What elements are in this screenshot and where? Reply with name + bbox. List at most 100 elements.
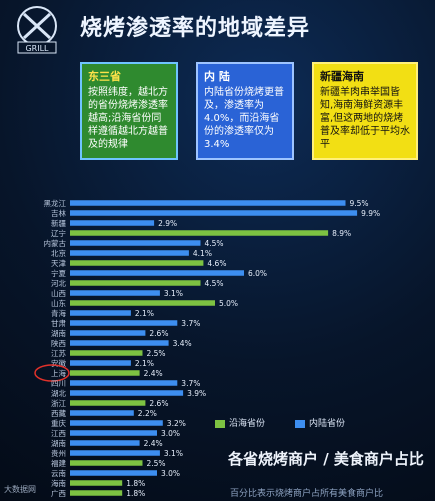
data-label: 2.1% — [135, 309, 154, 318]
legend-swatch-inland — [295, 419, 305, 428]
bar — [70, 460, 143, 466]
data-label: 9.5% — [350, 199, 369, 208]
y-tick-label: 湖南 — [51, 328, 66, 338]
panel-body: 内陆省份烧烤更普及，渗透率为4.0%，而沿海省份的渗透率仅为3.4% — [204, 87, 284, 150]
bar — [70, 370, 140, 376]
data-label: 5.0% — [219, 299, 238, 308]
data-label: 3.7% — [181, 319, 200, 328]
bar — [70, 240, 201, 246]
y-tick-label: 贵州 — [51, 448, 66, 458]
y-tick-label: 陕西 — [51, 338, 66, 348]
data-label: 3.9% — [187, 389, 206, 398]
y-tick-label: 湖北 — [51, 389, 66, 398]
y-tick-label: 内蒙古 — [44, 238, 67, 248]
data-label: 4.1% — [193, 249, 212, 258]
bar — [70, 260, 204, 266]
bar — [70, 420, 163, 426]
y-tick-label: 福建 — [51, 458, 66, 468]
y-tick-label: 江苏 — [51, 348, 66, 358]
panel-title: 东三省 — [88, 70, 121, 83]
bar — [70, 400, 146, 406]
panel-title: 内 陆 — [204, 70, 230, 83]
bar — [70, 200, 346, 206]
data-label: 2.5% — [147, 459, 166, 468]
bar — [70, 470, 157, 476]
y-tick-label: 江西 — [51, 429, 66, 438]
bar — [70, 380, 178, 386]
bar — [70, 230, 329, 236]
bar — [70, 350, 143, 356]
y-tick-label: 甘肃 — [51, 318, 66, 328]
legend-label-inland: 内陆省份 — [309, 419, 346, 429]
bar — [70, 310, 131, 316]
data-label: 2.2% — [138, 409, 157, 418]
data-label: 2.6% — [149, 329, 168, 338]
bar — [70, 450, 160, 456]
bar — [70, 440, 140, 446]
grill-logo: GRILL — [17, 6, 57, 54]
y-tick-label: 山西 — [51, 288, 66, 298]
y-tick-label: 天津 — [51, 259, 66, 268]
y-tick-label: 湖南 — [51, 438, 66, 448]
y-tick-label: 青海 — [51, 308, 66, 318]
y-tick-label: 北京 — [51, 248, 66, 258]
panel-northeast: 东三省 按照纬度，越北方的省份烧烤渗透率越高;沿海省份同样遵循越北方越普及的规律 — [80, 62, 178, 160]
data-label: 3.1% — [164, 449, 183, 458]
data-label: 2.1% — [135, 359, 154, 368]
data-label: 9.9% — [361, 209, 380, 218]
y-tick-label: 重庆 — [51, 418, 66, 428]
y-tick-label: 安徽 — [51, 358, 66, 368]
y-tick-label: 宁夏 — [51, 268, 66, 278]
legend-item-inland: 内陆省份 — [295, 416, 346, 429]
highlight-circle — [34, 364, 70, 382]
legend-item-coastal: 沿海省份 — [215, 416, 266, 429]
bar — [70, 300, 215, 306]
bar — [70, 480, 123, 486]
data-label: 2.4% — [144, 439, 163, 448]
data-label: 2.9% — [158, 219, 177, 228]
legend-swatch-coastal — [215, 419, 225, 428]
data-label: 8.9% — [332, 229, 351, 238]
panel-xinjiang-hainan: 新疆海南 新疆羊肉串举国皆知,海南海鲜资源丰富,但这两地的烧烤普及率却低于平均水… — [312, 62, 418, 160]
bar — [70, 290, 160, 296]
legend-label-coastal: 沿海省份 — [229, 419, 266, 429]
data-label: 3.2% — [167, 419, 186, 428]
panel-inland: 内 陆 内陆省份烧烤更普及，渗透率为4.0%，而沿海省份的渗透率仅为3.4% — [196, 62, 294, 160]
chart-subcaption: 百分比表示烧烤商户占所有美食商户比 — [230, 489, 384, 499]
y-tick-label: 河北 — [51, 279, 66, 288]
data-label: 4.6% — [207, 259, 226, 268]
y-tick-label: 山东 — [51, 298, 66, 308]
y-tick-label: 上海 — [51, 368, 66, 378]
bar — [70, 490, 123, 496]
bar — [70, 330, 146, 336]
logo-text: GRILL — [25, 44, 49, 53]
bar — [70, 430, 157, 436]
bar — [70, 390, 184, 396]
data-label: 3.4% — [173, 339, 192, 348]
y-tick-label: 黑龙江 — [44, 198, 67, 208]
bar — [70, 210, 358, 216]
bar — [70, 320, 178, 326]
panel-title: 新疆海南 — [320, 70, 364, 83]
data-label: 3.0% — [161, 429, 180, 438]
bar — [70, 280, 201, 286]
watermark: 大数据网 — [4, 485, 36, 494]
data-label: 1.8% — [126, 489, 145, 498]
y-tick-label: 海南 — [51, 478, 66, 488]
data-label: 6.0% — [248, 269, 267, 278]
chart-caption: 各省烧烤商户 / 美食商户占比 — [228, 450, 424, 468]
page-title: 烧烤渗透率的地域差异 — [80, 16, 311, 41]
bar — [70, 250, 189, 256]
panel-body: 按照纬度，越北方的省份烧烤渗透率越高;沿海省份同样遵循越北方越普及的规律 — [88, 87, 168, 150]
panel-body: 新疆羊肉串举国皆知,海南海鲜资源丰富,但这两地的烧烤普及率却低于平均水平 — [320, 87, 410, 150]
data-label: 4.5% — [205, 279, 224, 288]
y-tick-label: 辽宁 — [51, 228, 66, 238]
data-label: 3.1% — [164, 289, 183, 298]
bar-chart: 黑龙江 9.5% 吉林 9.9% 新疆 2.9% 辽宁 8.9% 内蒙古 4.5% 北京 4.1% 天津… — [34, 198, 380, 498]
bar — [70, 360, 131, 366]
bar — [70, 340, 169, 346]
y-tick-label: 广西 — [51, 488, 66, 498]
bar — [70, 220, 155, 226]
bar — [70, 410, 134, 416]
chart-legend: 沿海省份 内陆省份 — [215, 416, 420, 430]
